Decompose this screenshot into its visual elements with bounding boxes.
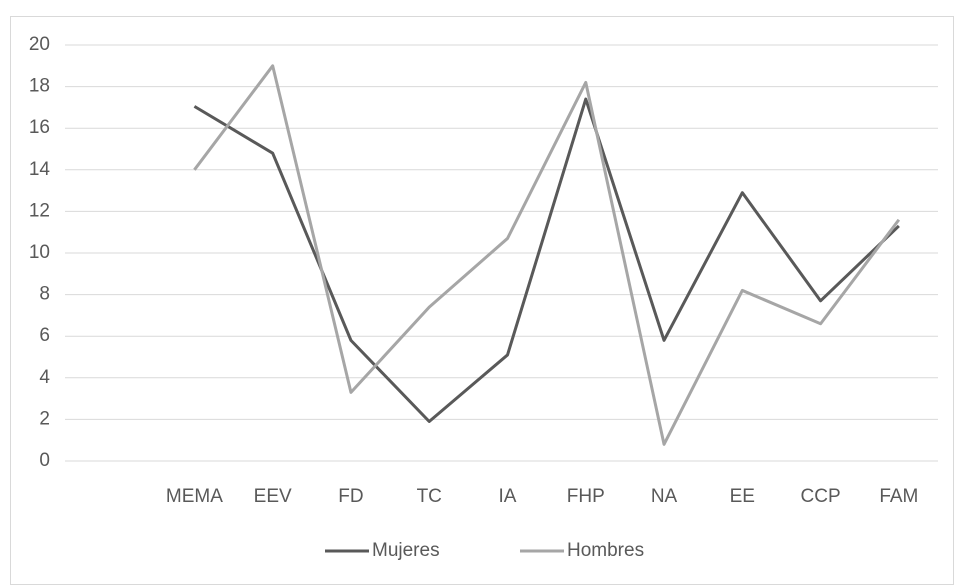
x-tick-label: EE [730, 486, 755, 507]
x-tick-label: FD [338, 486, 363, 507]
series-line [193, 97, 900, 423]
x-tick-label: FAM [879, 486, 918, 507]
x-tick-label: EEV [254, 486, 292, 507]
chart-frame [10, 16, 954, 585]
x-tick-label: IA [499, 486, 517, 507]
legend-label: Mujeres [372, 540, 440, 561]
y-tick-label: 10 [29, 242, 50, 263]
y-tick-label: 6 [39, 325, 50, 346]
x-tick-label: TC [417, 486, 442, 507]
y-tick-label: 0 [39, 450, 50, 471]
y-tick-label: 16 [29, 117, 50, 138]
y-tick-label: 2 [39, 408, 50, 429]
y-tick-label: 8 [39, 284, 50, 305]
x-tick-label: FHP [567, 486, 605, 507]
legend-label: Hombres [567, 540, 644, 561]
x-tick-label: NA [651, 486, 678, 507]
y-tick-label: 18 [29, 76, 50, 97]
y-tick-label: 14 [29, 159, 51, 180]
y-tick-label: 4 [39, 367, 50, 388]
x-tick-label: MEMA [166, 486, 223, 507]
y-tick-label: 12 [29, 200, 50, 221]
y-tick-label: 20 [29, 34, 50, 55]
series-line [193, 64, 901, 446]
x-tick-label: CCP [801, 486, 841, 507]
